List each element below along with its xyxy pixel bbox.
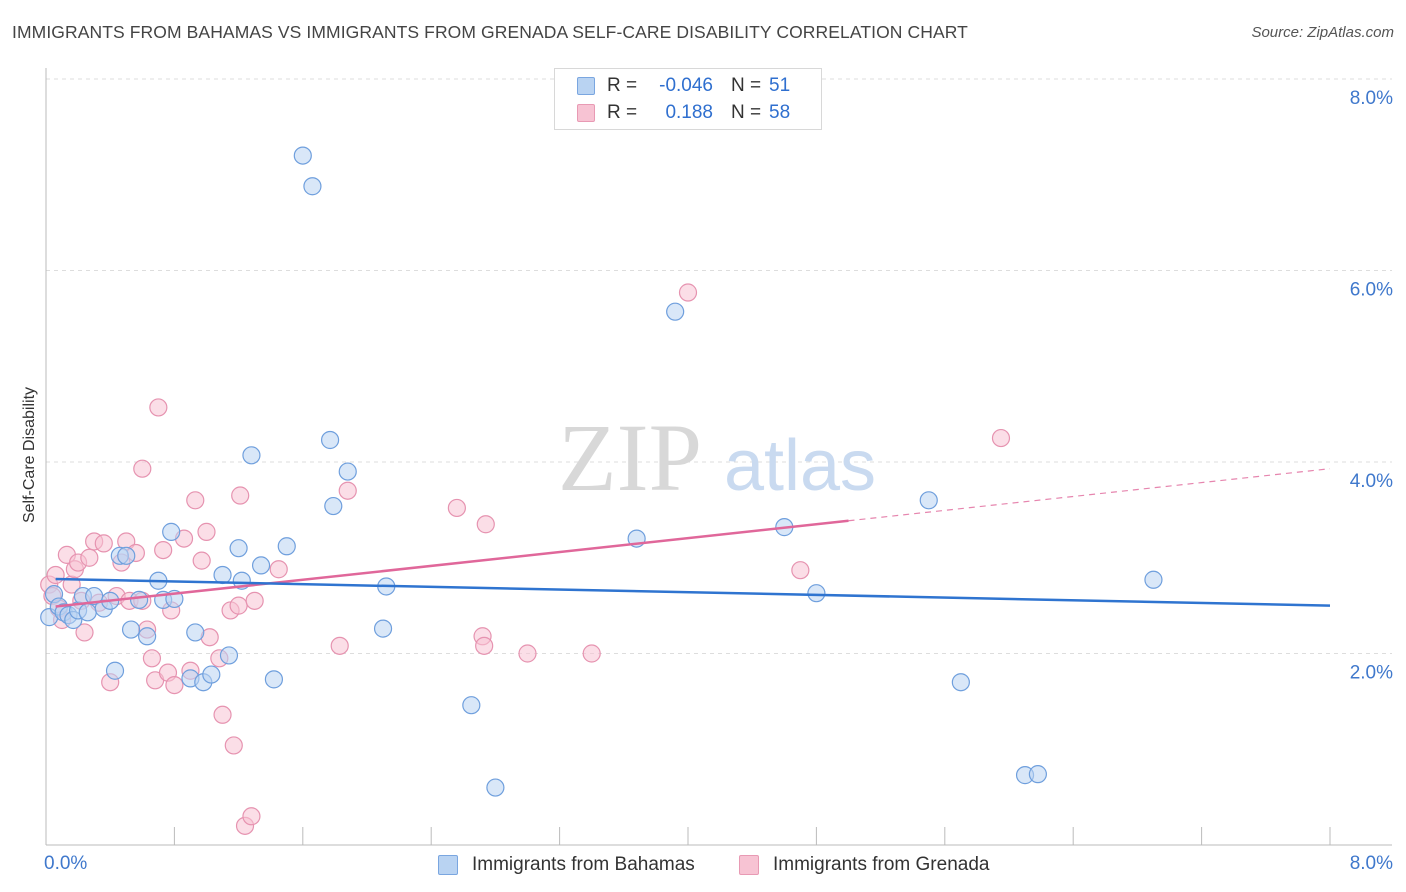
y-tick-label: 8.0% [1350, 88, 1393, 109]
series-swatch-bahamas [438, 855, 458, 875]
grenada-point [197, 522, 216, 541]
bahamas-point [202, 665, 221, 684]
grenada-point [229, 596, 248, 615]
axes [45, 68, 1392, 846]
grenada-point [245, 591, 264, 610]
bahamas-point [486, 778, 505, 797]
bahamas-point [373, 619, 393, 638]
bahamas-point [320, 430, 340, 450]
bahamas-point [293, 146, 312, 165]
series-swatch-grenada [739, 855, 759, 875]
bahamas-point [162, 522, 181, 541]
bahamas-point [264, 670, 284, 689]
series-label-bahamas: Immigrants from Bahamas [472, 854, 695, 875]
grenada-point [582, 644, 601, 663]
grenada-point [231, 486, 250, 505]
source-credit: Source: ZipAtlas.com [1251, 24, 1394, 41]
bahamas-point [219, 646, 239, 665]
bahamas-point [186, 623, 205, 642]
bahamas-point [105, 661, 125, 680]
bahamas-point [129, 590, 149, 609]
legend-swatch-bahamas [577, 77, 595, 95]
bahamas-point [242, 446, 261, 465]
grenada-point [154, 540, 173, 560]
bahamas-points [40, 146, 1163, 797]
bahamas-point [951, 673, 970, 692]
bahamas-point [666, 302, 685, 321]
trend-lines [55, 468, 1331, 608]
legend-r-label: R = [607, 102, 638, 123]
grenada-point [791, 561, 810, 580]
grenada-point [213, 705, 232, 724]
bahamas-point [138, 627, 157, 646]
legend-r-value-grenada: 0.188 [665, 102, 713, 123]
grenada-point [476, 515, 495, 534]
bahamas-point [1144, 570, 1163, 589]
legend-n-label: N = [731, 75, 762, 96]
bahamas-point [324, 496, 343, 516]
watermark-zip: ZIP [558, 404, 702, 511]
grenada-points [40, 283, 1011, 835]
grenada-point [678, 283, 698, 302]
grid-lines [46, 78, 1392, 654]
chart-title: IMMIGRANTS FROM BAHAMAS VS IMMIGRANTS FR… [12, 22, 968, 42]
grenada-point [165, 675, 184, 695]
grenada-point [133, 459, 152, 478]
bahamas-point [919, 491, 938, 510]
grenada-point [338, 481, 357, 500]
watermark-atlas: atlas [724, 426, 876, 506]
bahamas-point [303, 177, 322, 196]
y-tick-label: 2.0% [1350, 663, 1393, 684]
series-label-grenada: Immigrants from Grenada [773, 854, 990, 875]
y-tick-label: 4.0% [1350, 471, 1393, 492]
series-legend-grenada: Immigrants from Grenada [739, 852, 989, 878]
watermark: ZIP atlas [558, 404, 876, 511]
grenada-point [94, 534, 113, 553]
grenada-point [80, 548, 99, 567]
grenada-point [192, 551, 211, 570]
bahamas-point [807, 584, 826, 603]
tick-labels: 2.0% 4.0% 6.0% 8.0% 0.0% 8.0% [44, 88, 1393, 874]
series-legend-bahamas: Immigrants from Bahamas [438, 852, 695, 878]
legend-swatch-grenada [577, 104, 595, 122]
bahamas-point [1028, 765, 1047, 784]
grenada-point [75, 623, 94, 642]
grenada-point [475, 636, 494, 655]
bahamas-point [462, 696, 481, 715]
legend-row-bahamas: R = -0.046 N = 51 [577, 74, 790, 98]
bahamas-point [117, 546, 136, 565]
bahamas-trend-line [55, 577, 1331, 607]
grenada-point [149, 398, 168, 417]
bahamas-point [229, 539, 248, 558]
grenada-point [991, 428, 1011, 448]
x-tick-label-min: 0.0% [44, 853, 87, 874]
bahamas-point [338, 462, 357, 481]
grenada-point [447, 498, 466, 518]
grenada-point [46, 565, 65, 585]
grenada-point [518, 644, 537, 663]
grenada-point [142, 649, 162, 668]
grenada-point [224, 736, 243, 755]
legend-n-value-grenada: 58 [769, 102, 791, 123]
legend-r-label: R = [607, 75, 638, 96]
legend-row-grenada: R = 0.188 N = 58 [577, 101, 790, 125]
legend-r-value-bahamas: -0.046 [659, 75, 713, 96]
grenada-trend-extension [848, 468, 1331, 522]
y-tick-label: 6.0% [1350, 280, 1393, 301]
bahamas-point [251, 556, 271, 575]
bahamas-point [121, 620, 141, 639]
grenada-point [186, 491, 205, 510]
bahamas-point [213, 565, 232, 585]
x-tick-label-max: 8.0% [1350, 853, 1393, 874]
bahamas-point [277, 537, 296, 556]
grenada-point [242, 807, 261, 826]
grenada-point [269, 560, 288, 579]
legend-n-value-bahamas: 51 [769, 75, 791, 96]
grenada-point [330, 636, 349, 655]
legend-n-label: N = [731, 102, 762, 123]
bahamas-point [78, 603, 97, 622]
correlation-legend: R = -0.046 N = 51 R = 0.188 N = 58 [554, 68, 822, 130]
grenada-trend-line [55, 519, 849, 608]
